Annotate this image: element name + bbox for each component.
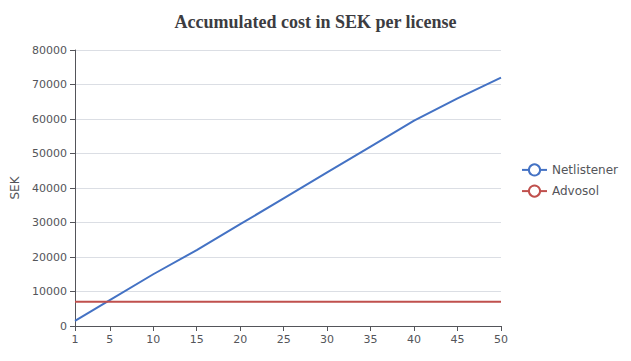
svg-text:1: 1 xyxy=(72,333,79,346)
svg-text:70000: 70000 xyxy=(32,78,67,91)
svg-text:20000: 20000 xyxy=(32,251,67,264)
svg-text:5: 5 xyxy=(106,333,113,346)
svg-text:20: 20 xyxy=(233,333,247,346)
svg-text:0: 0 xyxy=(60,320,67,333)
svg-text:40: 40 xyxy=(407,333,421,346)
svg-text:30000: 30000 xyxy=(32,216,67,229)
svg-text:25: 25 xyxy=(277,333,291,346)
svg-text:Accumulated cost in SEK per li: Accumulated cost in SEK per license xyxy=(174,12,456,32)
svg-text:SEK: SEK xyxy=(8,175,22,199)
svg-text:60000: 60000 xyxy=(32,113,67,126)
svg-text:Netlistener: Netlistener xyxy=(552,163,618,177)
svg-text:Advosol: Advosol xyxy=(552,184,599,198)
svg-text:50: 50 xyxy=(494,333,508,346)
svg-text:45: 45 xyxy=(451,333,465,346)
svg-text:50000: 50000 xyxy=(32,147,67,160)
svg-text:80000: 80000 xyxy=(32,44,67,57)
svg-text:30: 30 xyxy=(320,333,334,346)
svg-text:10000: 10000 xyxy=(32,285,67,298)
svg-text:35: 35 xyxy=(364,333,378,346)
svg-text:10: 10 xyxy=(146,333,160,346)
svg-text:40000: 40000 xyxy=(32,182,67,195)
svg-text:15: 15 xyxy=(190,333,204,346)
